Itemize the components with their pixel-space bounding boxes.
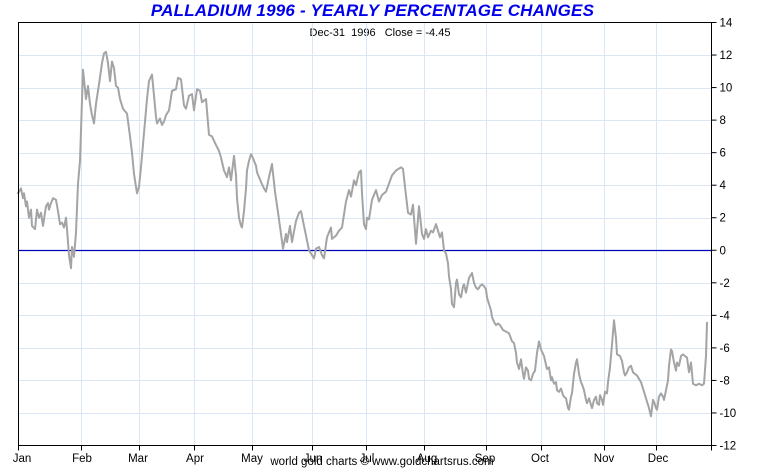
chart-title: PALLADIUM 1996 - YEARLY PERCENTAGE CHANG…: [150, 1, 595, 20]
chart-subtitle: Dec-31 1996 Close = -4.45: [309, 27, 451, 39]
y-tick-label--4: -4: [720, 310, 731, 322]
x-tick-label-may: May: [241, 453, 263, 465]
y-tick-label--6: -6: [720, 343, 730, 355]
plot-border: [18, 22, 712, 446]
x-tick-label-mar: Mar: [128, 453, 148, 465]
x-tick-label-jan: Jan: [13, 453, 32, 465]
x-tick-label-oct: Oct: [531, 453, 550, 465]
x-tick-label-dec: Dec: [648, 453, 669, 465]
y-tick-label--8: -8: [720, 375, 730, 387]
y-tick-label-0: 0: [720, 245, 726, 257]
y-tick-label-12: 12: [720, 50, 733, 62]
x-tick-label-apr: Apr: [186, 453, 204, 465]
x-tick-label-sep: Sep: [475, 453, 495, 465]
y-tick-label-8: 8: [720, 115, 726, 127]
footer-credit: world gold charts © www.goldchartsrus.co…: [270, 456, 494, 468]
y-tick-label-6: 6: [720, 148, 726, 160]
x-tick-label-jul: Jul: [360, 453, 375, 465]
y-tick-label-14: 14: [720, 18, 733, 30]
y-tick-label--10: -10: [720, 408, 737, 420]
x-tick-label-feb: Feb: [72, 453, 92, 465]
series-line-palladium: [17, 50, 708, 418]
y-tick-label--12: -12: [720, 441, 737, 453]
y-tick-label-10: 10: [720, 83, 733, 95]
y-tick-label-4: 4: [720, 180, 727, 192]
x-tick-label-aug: Aug: [417, 453, 437, 465]
x-tick-label-nov: Nov: [594, 453, 615, 465]
y-tick-label--2: -2: [720, 278, 730, 290]
y-tick-label-2: 2: [720, 213, 726, 225]
x-tick-label-jun: Jun: [304, 453, 323, 465]
